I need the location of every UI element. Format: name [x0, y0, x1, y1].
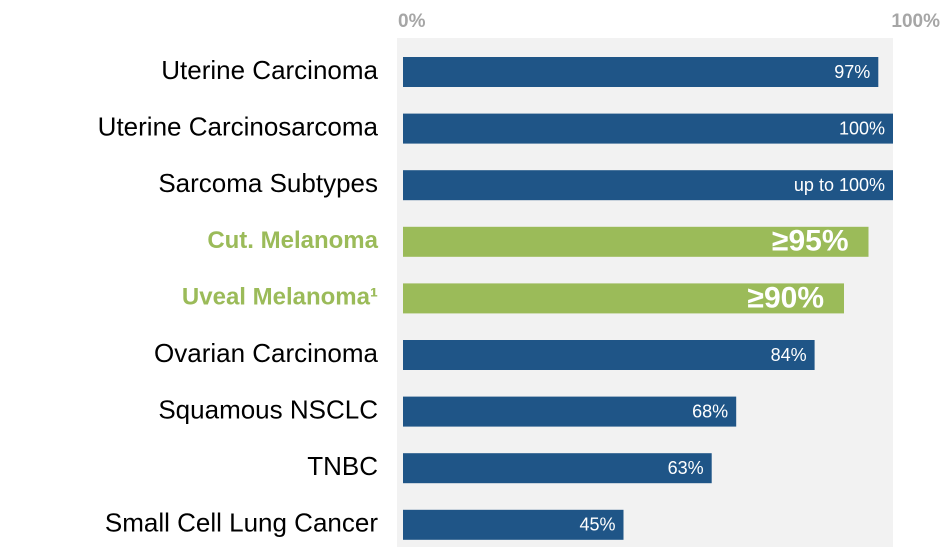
category-label: Small Cell Lung Cancer: [105, 508, 378, 538]
category-label: Ovarian Carcinoma: [154, 338, 379, 368]
value-label: ≥95%: [772, 225, 849, 258]
value-label: ≥90%: [747, 281, 824, 314]
value-label: 68%: [692, 401, 728, 421]
bar: [403, 509, 624, 540]
value-label: 97%: [834, 62, 870, 82]
category-label: TNBC: [307, 451, 378, 481]
bar: [403, 340, 815, 370]
bar: [403, 170, 893, 201]
bar: [403, 283, 844, 314]
category-label: Uveal Melanoma¹: [182, 284, 378, 311]
category-label: Uterine Carcinosarcoma: [98, 111, 379, 141]
category-label: Uterine Carcinoma: [161, 55, 378, 85]
bar: [403, 113, 893, 144]
category-label: Sarcoma Subtypes: [158, 168, 378, 198]
category-label: Cut. Melanoma: [207, 227, 378, 254]
value-label: 100%: [839, 118, 885, 138]
bar: [403, 396, 737, 427]
value-label: 45%: [579, 515, 615, 535]
value-label: 63%: [668, 458, 704, 478]
value-label: up to 100%: [794, 175, 885, 195]
x-tick-label: 100%: [891, 11, 940, 32]
value-label: 84%: [771, 345, 807, 365]
category-label: Squamous NSCLC: [158, 394, 378, 424]
x-tick-label: 0%: [398, 11, 426, 32]
bar: [403, 226, 869, 257]
bar: [403, 57, 879, 87]
bar: [403, 453, 712, 484]
